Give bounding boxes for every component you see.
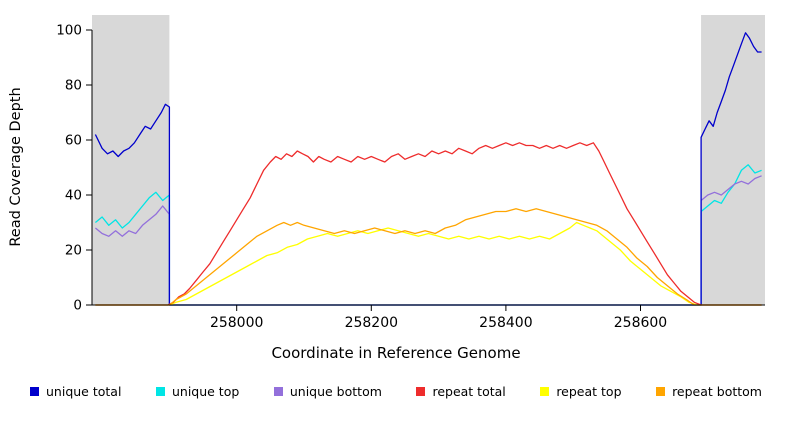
legend-label: repeat bottom — [672, 384, 762, 399]
x-axis-label: Coordinate in Reference Genome — [271, 344, 521, 362]
legend-swatch — [273, 387, 283, 396]
legend-label: unique total — [46, 384, 122, 399]
legend-item-unique-top: unique top — [155, 384, 240, 399]
legend-swatch — [155, 387, 165, 396]
x-tick-label: 258200 — [345, 315, 398, 331]
series-line-unique-top — [94, 164, 762, 306]
legend-label: unique bottom — [289, 384, 382, 399]
y-tick-label: 100 — [56, 23, 82, 39]
y-tick-label: 80 — [65, 78, 82, 94]
shaded-region — [701, 15, 765, 305]
series-line-repeat-bottom — [95, 208, 762, 306]
legend-swatch — [30, 387, 39, 396]
legend-label: repeat top — [556, 384, 622, 399]
legend-item-unique-bottom: unique bottom — [273, 384, 382, 399]
legend-item-repeat-bottom: repeat bottom — [656, 384, 762, 399]
shaded-region — [92, 15, 170, 305]
shaded-regions — [92, 15, 765, 305]
legend-item-unique-total: unique total — [30, 384, 121, 399]
legend: unique total unique top unique bottom repea… — [0, 384, 792, 399]
legend-label: repeat total — [432, 384, 506, 399]
legend-item-repeat-top: repeat top — [540, 384, 622, 399]
legend-swatch — [656, 387, 666, 396]
legend-label: unique top — [171, 384, 240, 399]
x-tick-label: 258400 — [479, 315, 532, 331]
legend-swatch — [416, 387, 426, 396]
series-line-repeat-total — [95, 142, 762, 306]
axes: 0 20 40 60 80 100 258000 258200 258400 258600 — [56, 23, 765, 331]
legend-item-repeat-total: repeat total — [416, 384, 506, 399]
series-lines — [94, 32, 762, 306]
x-tick-label: 258000 — [210, 315, 263, 331]
y-tick-label: 20 — [65, 243, 82, 259]
y-tick-label: 40 — [65, 188, 82, 204]
y-tick-label: 60 — [65, 133, 82, 149]
x-tick-label: 258600 — [614, 315, 667, 331]
series-line-repeat-top — [95, 221, 762, 306]
y-axis-label: Read Coverage Depth — [8, 87, 24, 246]
y-tick-label: 0 — [73, 298, 82, 314]
legend-swatch — [540, 387, 550, 396]
coverage-plot: 0 20 40 60 80 100 258000 258200 258400 258600 Rea… — [8, 15, 765, 331]
